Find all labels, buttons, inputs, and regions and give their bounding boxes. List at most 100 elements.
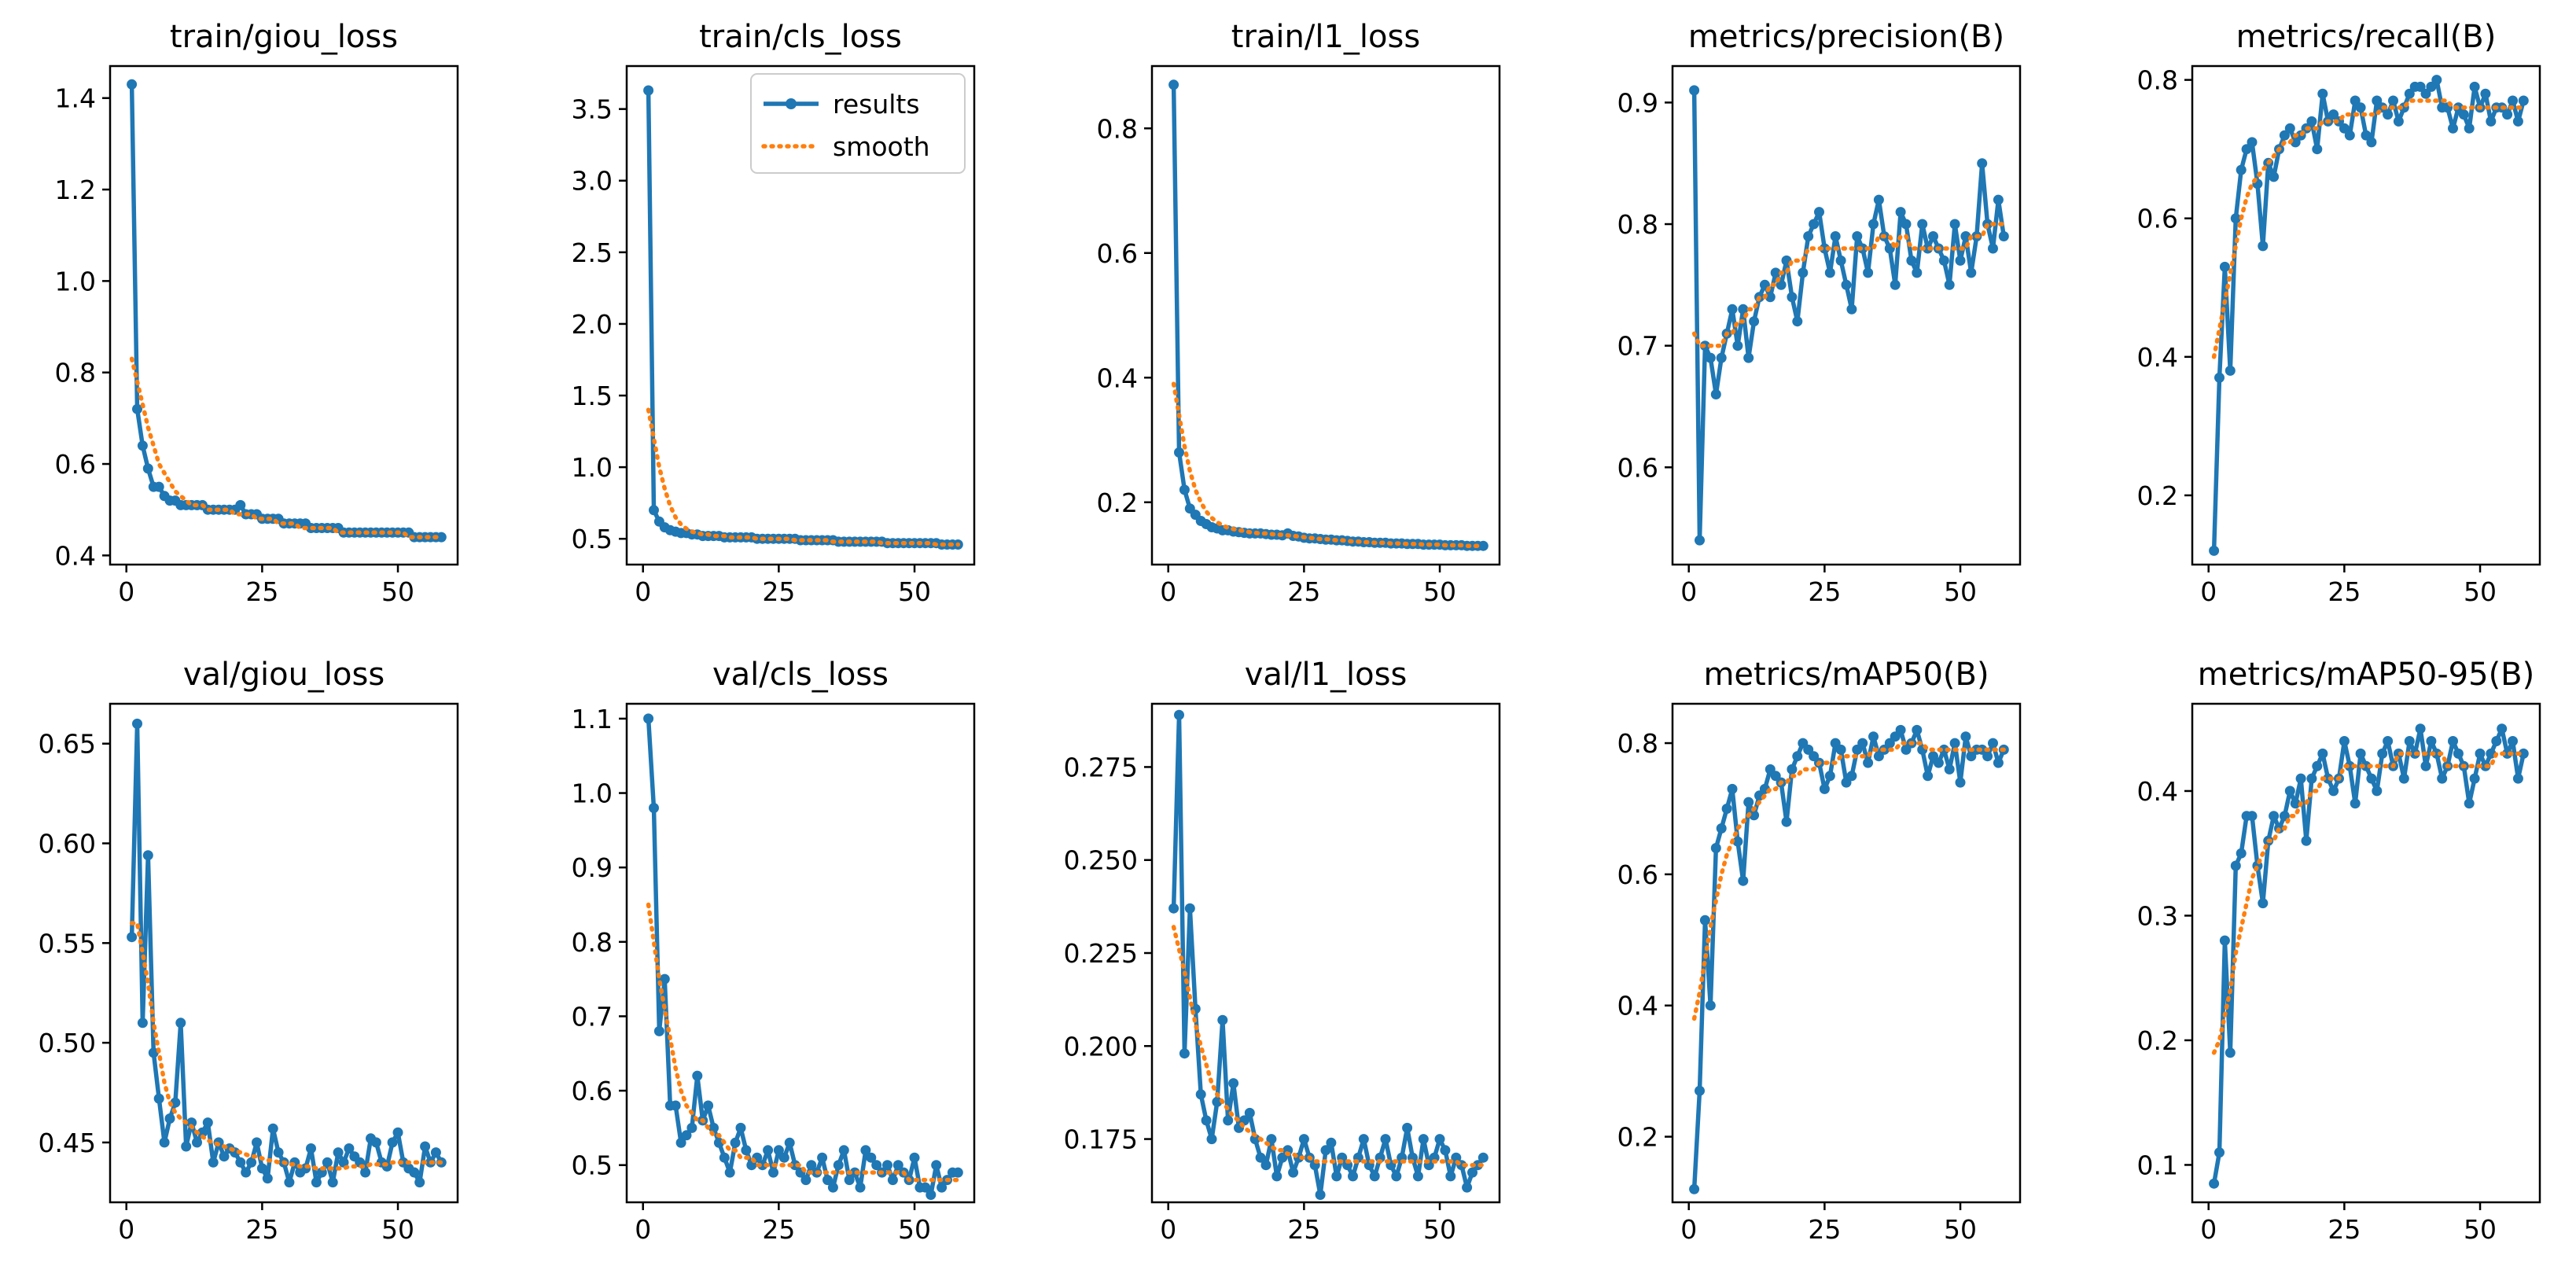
x-tick-label: 25 bbox=[1287, 576, 1320, 607]
results-point bbox=[1326, 1137, 1337, 1148]
axes-frame bbox=[1671, 64, 2022, 566]
results-point bbox=[2469, 81, 2480, 92]
x-tick-label: 50 bbox=[1423, 576, 1456, 607]
plot-area bbox=[2209, 723, 2529, 1189]
results-point bbox=[344, 1143, 355, 1154]
results-point bbox=[2420, 760, 2431, 771]
x-tick-label: 25 bbox=[1808, 576, 1841, 607]
results-point bbox=[1478, 1152, 1489, 1163]
results-point bbox=[2230, 860, 2241, 871]
results-point bbox=[2480, 88, 2491, 99]
results-point bbox=[127, 932, 138, 943]
results-point bbox=[2366, 137, 2377, 148]
x-tick-label: 0 bbox=[2200, 576, 2217, 607]
results-point bbox=[2312, 760, 2323, 771]
results-point bbox=[1912, 267, 1923, 278]
x-tick-label: 50 bbox=[1944, 576, 1977, 607]
results-point bbox=[2214, 372, 2225, 383]
y-tick-label: 1.1 bbox=[572, 704, 613, 734]
results-point bbox=[1478, 540, 1489, 551]
y-tick-label: 0.7 bbox=[1617, 331, 1658, 362]
results-point bbox=[1348, 1171, 1358, 1182]
results-point bbox=[1223, 1115, 1234, 1126]
results-point bbox=[1787, 292, 1798, 303]
results-point bbox=[703, 1100, 714, 1111]
smooth-line bbox=[1171, 381, 1486, 548]
results-point bbox=[137, 440, 148, 451]
results-point bbox=[2502, 109, 2513, 120]
results-point bbox=[186, 1117, 197, 1128]
x-tick-label: 25 bbox=[245, 576, 278, 607]
smooth-line bbox=[1691, 222, 2007, 348]
x-tick-label: 25 bbox=[2328, 576, 2361, 607]
results-point bbox=[887, 1175, 898, 1186]
results-point bbox=[735, 1122, 746, 1133]
results-point bbox=[1727, 783, 1738, 794]
results-point bbox=[1738, 875, 1749, 886]
y-tick-label: 0.50 bbox=[39, 1028, 96, 1058]
smooth-line bbox=[1171, 925, 1486, 1168]
results-point bbox=[866, 1152, 877, 1163]
x-tick-label: 50 bbox=[381, 576, 414, 607]
results-point bbox=[2214, 1147, 2225, 1158]
results-point bbox=[1445, 1171, 1456, 1182]
results-point bbox=[1787, 764, 1798, 775]
results-point bbox=[2219, 261, 2230, 272]
results-point bbox=[2312, 144, 2323, 155]
results-point bbox=[1917, 219, 1928, 230]
y-tick-label: 0.7 bbox=[572, 1001, 613, 1032]
results-point bbox=[649, 803, 659, 813]
results-point bbox=[2453, 748, 2464, 759]
results-line bbox=[2211, 77, 2526, 551]
results-point bbox=[164, 1113, 175, 1124]
smooth-line bbox=[129, 356, 444, 539]
x-tick-label: 50 bbox=[898, 1214, 931, 1245]
results-point bbox=[2279, 130, 2290, 141]
results-point bbox=[246, 1157, 257, 1168]
plot-area bbox=[127, 718, 447, 1188]
results-point bbox=[784, 1137, 795, 1148]
y-tick-label: 0.5 bbox=[572, 1150, 613, 1181]
y-tick-label: 0.4 bbox=[1097, 362, 1138, 393]
results-point bbox=[241, 1167, 252, 1178]
results-point bbox=[1418, 1134, 1429, 1145]
results-point bbox=[1412, 1171, 1423, 1182]
results-point bbox=[1923, 771, 1934, 782]
results-point bbox=[370, 1137, 381, 1148]
results-point bbox=[806, 1160, 817, 1171]
results-point bbox=[730, 1137, 741, 1148]
results-point bbox=[1266, 1134, 1277, 1145]
results-point bbox=[420, 1141, 431, 1152]
results-point bbox=[127, 79, 138, 90]
results-point bbox=[197, 1127, 208, 1138]
results-point bbox=[1857, 738, 1868, 749]
results-point bbox=[1184, 903, 1195, 914]
results-line bbox=[1691, 727, 2006, 1190]
results-point bbox=[1863, 267, 1874, 278]
subplot-title: metrics/mAP50(B) bbox=[1703, 657, 1989, 693]
results-point bbox=[153, 1093, 164, 1104]
results-point bbox=[360, 1167, 371, 1178]
results-point bbox=[1890, 279, 1901, 290]
y-tick-label: 0.8 bbox=[55, 358, 96, 388]
results-point bbox=[2431, 748, 2442, 759]
results-point bbox=[338, 1157, 349, 1168]
results-point bbox=[2317, 88, 2328, 99]
x-tick-label: 0 bbox=[1680, 576, 1697, 607]
results-point bbox=[2377, 748, 2388, 759]
results-point bbox=[192, 1137, 202, 1148]
y-tick-label: 1.0 bbox=[55, 266, 96, 296]
results-point bbox=[159, 1137, 170, 1148]
results-point bbox=[1792, 316, 1803, 327]
plot-area bbox=[127, 79, 447, 543]
results-point bbox=[1721, 804, 1732, 814]
smooth-line bbox=[2211, 751, 2526, 1055]
results-point bbox=[1732, 340, 1743, 351]
y-tick-label: 0.4 bbox=[1617, 991, 1658, 1021]
results-point bbox=[262, 1173, 273, 1184]
x-tick-label: 25 bbox=[245, 1214, 278, 1245]
results-point bbox=[1873, 194, 1884, 205]
results-point bbox=[1938, 744, 1949, 755]
results-point bbox=[2339, 123, 2350, 134]
